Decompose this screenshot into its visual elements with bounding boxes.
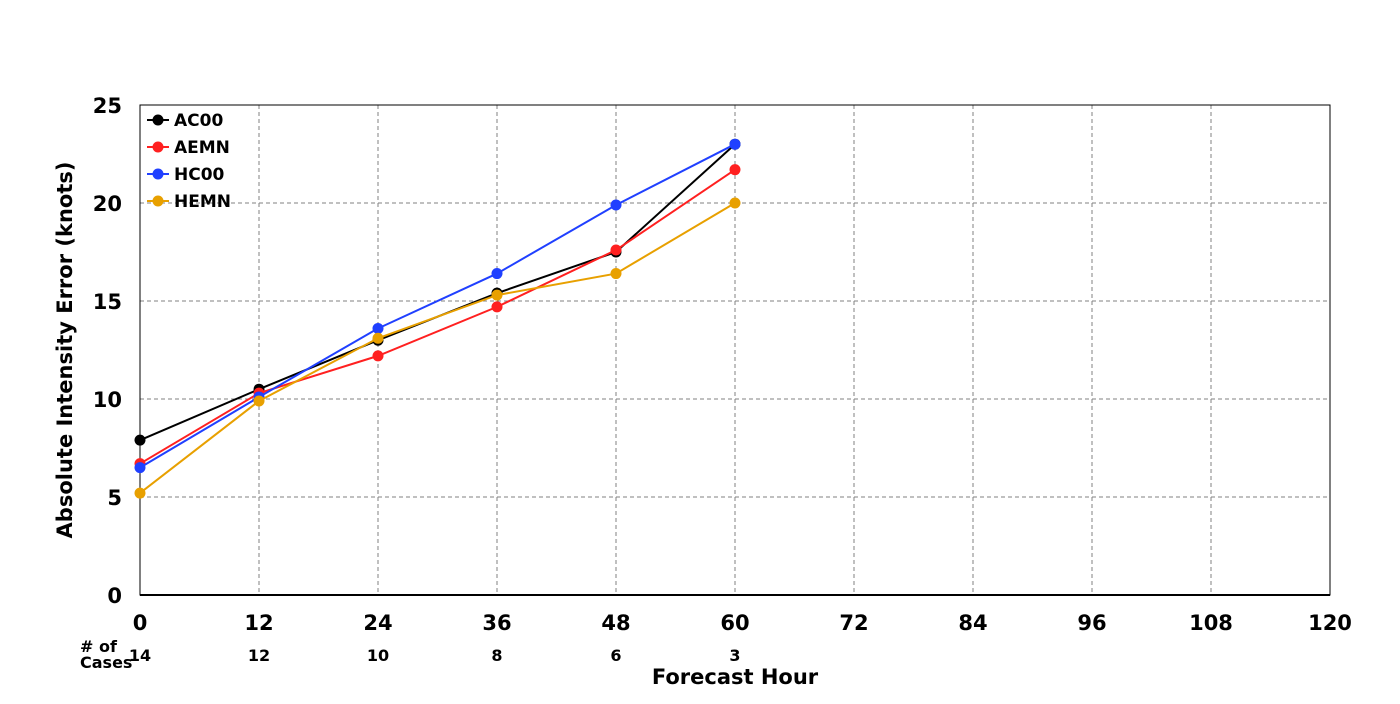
- legend-item-aemn: AEMN: [147, 138, 230, 158]
- data-point: [372, 332, 384, 344]
- legend-swatch-marker: [152, 114, 164, 126]
- x-tick-label: 120: [1308, 611, 1352, 635]
- legend-label: HC00: [174, 165, 225, 185]
- x-tick-label: 36: [482, 611, 511, 635]
- cases-label-line2: Cases: [80, 653, 132, 672]
- x-tick-label: 108: [1189, 611, 1233, 635]
- legend-item-ac00: AC00: [147, 111, 223, 131]
- y-tick-label: 0: [107, 584, 122, 608]
- legend-swatch-marker: [152, 141, 164, 153]
- data-point: [610, 268, 622, 280]
- x-tick-label: 12: [244, 611, 273, 635]
- x-tick-labels: 0 12 24 36 48 60 72 84 96 108 120: [133, 611, 1352, 635]
- legend-label: AC00: [174, 111, 223, 131]
- x-tick-label: 24: [363, 611, 392, 635]
- x-tick-label: 0: [133, 611, 148, 635]
- series-line: [139, 143, 736, 442]
- cases-label-line1: # of: [80, 637, 118, 656]
- y-tick-label: 25: [93, 94, 122, 118]
- series-layer: [134, 138, 741, 499]
- x-tick-label: 84: [958, 611, 987, 635]
- series-hemn: [134, 197, 741, 499]
- legend: AC00 AEMN HC00 HEMN: [147, 111, 231, 212]
- x-axis-title: Forecast Hour: [652, 665, 819, 689]
- legend-swatch-marker: [152, 195, 164, 207]
- data-point: [491, 268, 503, 280]
- cases-values: 14 12 10 8 6 3: [129, 646, 741, 665]
- data-point: [253, 395, 265, 407]
- cases-value: 10: [367, 646, 389, 665]
- data-point: [491, 289, 503, 301]
- data-point: [372, 350, 384, 362]
- y-tick-label: 15: [93, 290, 122, 314]
- legend-label: AEMN: [174, 138, 230, 158]
- cases-value: 14: [129, 646, 151, 665]
- cases-value: 3: [729, 646, 740, 665]
- data-point: [134, 434, 146, 446]
- x-tick-label: 96: [1077, 611, 1106, 635]
- legend-item-hemn: HEMN: [147, 192, 231, 212]
- x-tick-label: 72: [839, 611, 868, 635]
- y-tick-label: 10: [93, 388, 122, 412]
- series-line: [139, 143, 736, 469]
- cases-value: 12: [248, 646, 270, 665]
- data-point: [610, 199, 622, 211]
- series-line: [139, 168, 736, 465]
- cases-value: 8: [491, 646, 502, 665]
- x-tick-label: 48: [601, 611, 630, 635]
- x-tick-label: 60: [720, 611, 749, 635]
- data-point: [729, 164, 741, 176]
- data-point: [134, 487, 146, 499]
- data-point: [610, 244, 622, 256]
- series-line: [139, 202, 736, 494]
- data-point: [491, 301, 503, 313]
- y-tick-labels: 0 5 10 15 20 25: [93, 94, 122, 608]
- series-ac00: [134, 138, 741, 446]
- series-hc00: [134, 138, 741, 474]
- y-axis-title: Absolute Intensity Error (knots): [53, 162, 77, 539]
- y-tick-label: 5: [107, 486, 122, 510]
- legend-swatch-marker: [152, 168, 164, 180]
- data-point: [372, 322, 384, 334]
- y-tick-label: 20: [93, 192, 122, 216]
- data-point: [134, 462, 146, 474]
- data-point: [729, 197, 741, 209]
- cases-value: 6: [610, 646, 621, 665]
- legend-item-hc00: HC00: [147, 165, 225, 185]
- legend-label: HEMN: [174, 192, 231, 212]
- grid-layer: [140, 105, 1330, 595]
- data-point: [729, 138, 741, 150]
